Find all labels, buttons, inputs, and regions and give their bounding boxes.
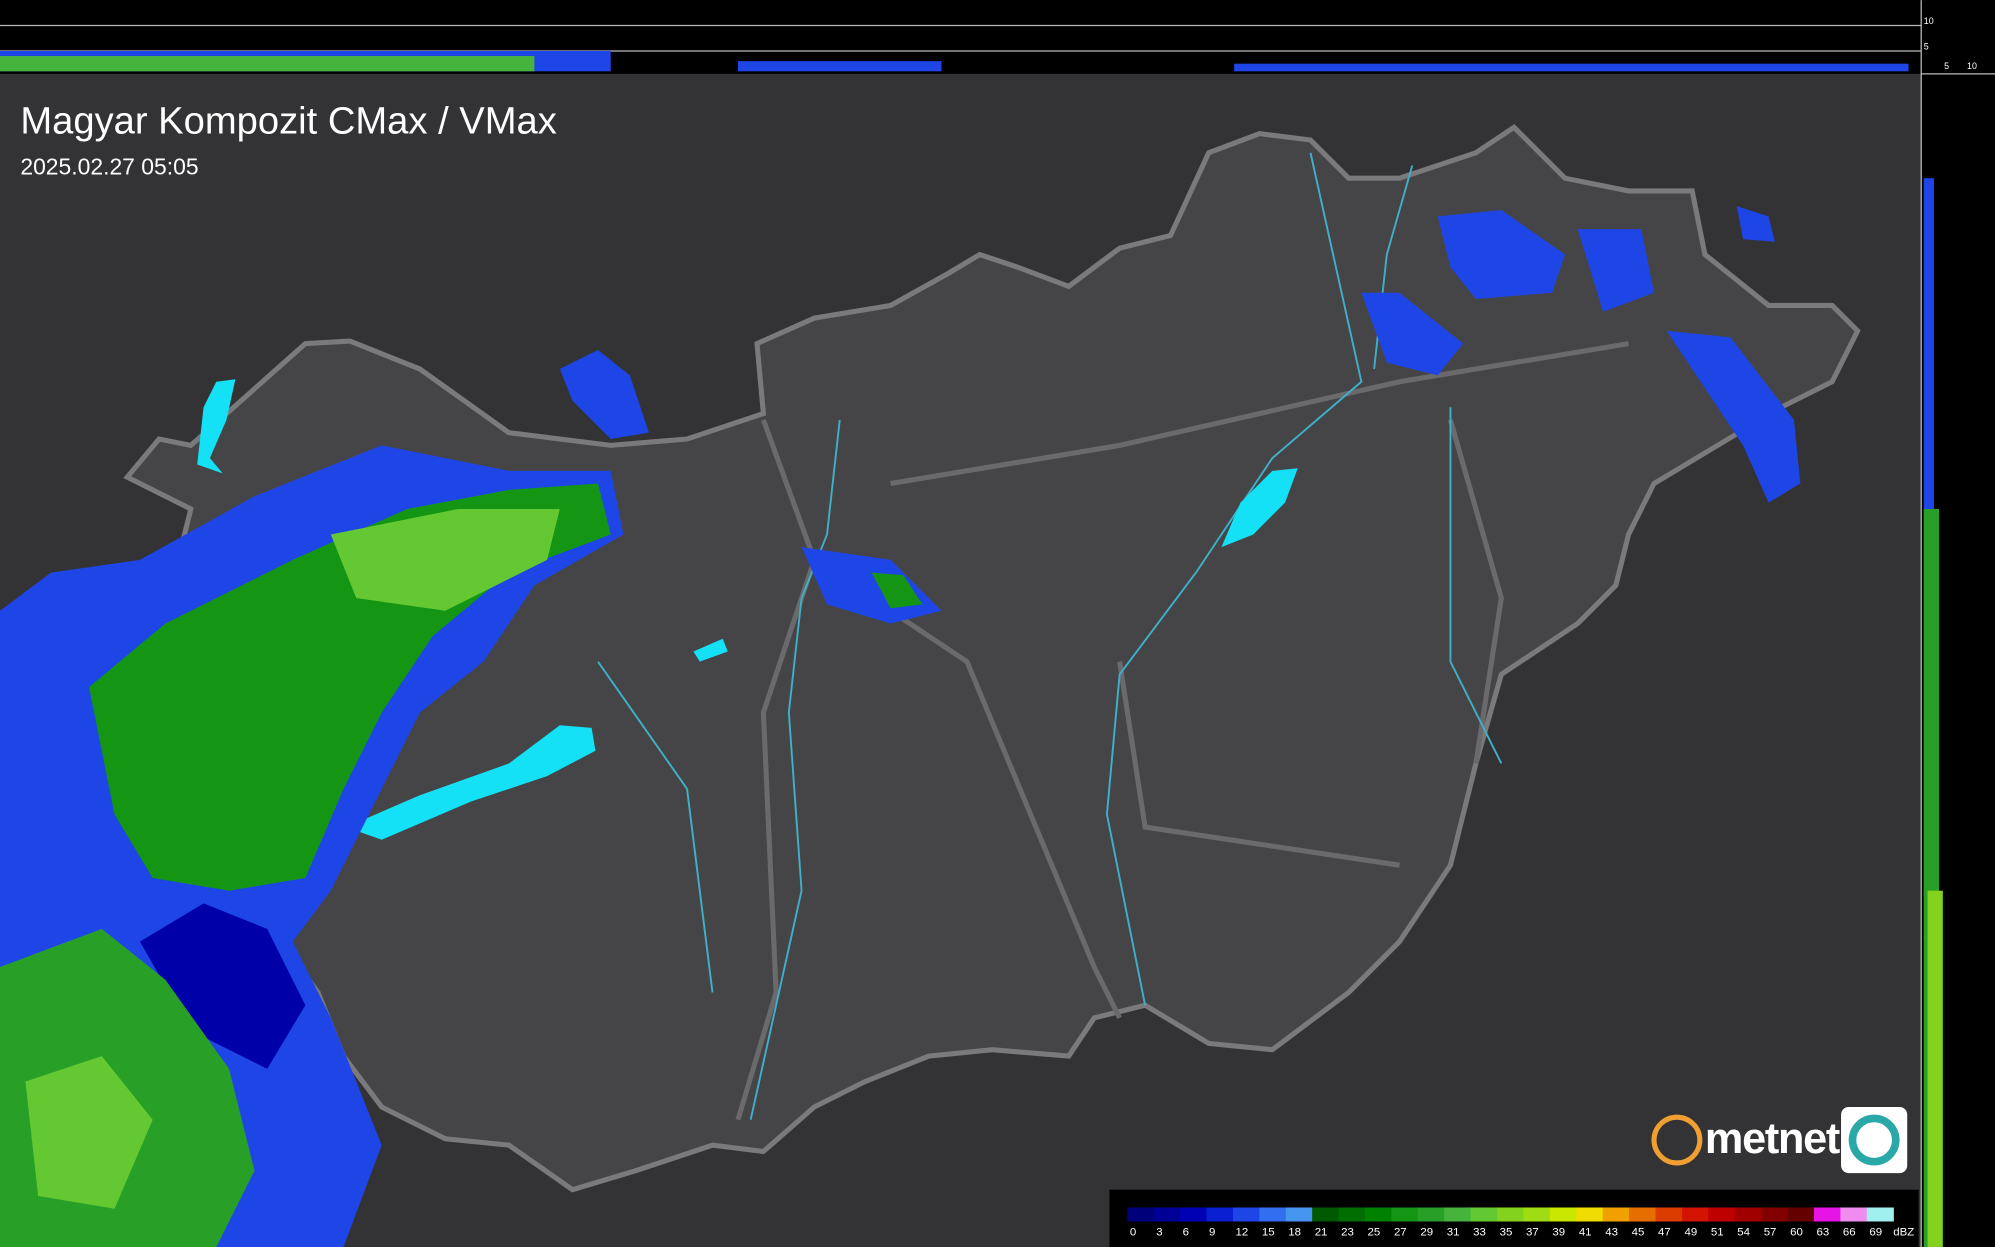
legend-label: 37	[1526, 1226, 1539, 1238]
legend-label: 27	[1394, 1226, 1407, 1238]
legend-swatch	[1153, 1207, 1181, 1222]
profile-tick: 5	[1944, 61, 1949, 71]
legend-label: 54	[1737, 1226, 1750, 1238]
legend-swatch	[1285, 1207, 1313, 1222]
legend-label: 57	[1764, 1226, 1777, 1238]
legend-swatch	[1655, 1207, 1683, 1222]
legend-swatch	[1312, 1207, 1340, 1222]
legend-swatch	[1497, 1207, 1525, 1222]
logo-text: metnet	[1705, 1115, 1840, 1163]
legend-swatch	[1866, 1207, 1894, 1222]
legend-unit: dBZ	[1893, 1226, 1914, 1238]
profile-tick: 10	[1967, 61, 1977, 71]
legend-swatch	[1523, 1207, 1551, 1222]
legend-swatch	[1681, 1207, 1709, 1222]
legend-label: 6	[1183, 1226, 1189, 1238]
legend-label: 63	[1817, 1226, 1830, 1238]
legend-swatch	[1602, 1207, 1630, 1222]
timestamp: 2025.02.27 05:05	[20, 153, 198, 179]
legend-swatch	[1259, 1207, 1287, 1222]
legend-label: 23	[1341, 1226, 1354, 1238]
map-title: Magyar Kompozit CMax / VMax	[20, 100, 556, 143]
legend-label: 45	[1632, 1226, 1645, 1238]
legend-swatch	[1576, 1207, 1604, 1222]
legend-swatch	[1787, 1207, 1815, 1222]
legend-swatch	[1708, 1207, 1736, 1222]
legend-swatch	[1232, 1207, 1260, 1222]
legend-swatch	[1338, 1207, 1366, 1222]
side-profile-echo	[1923, 178, 1943, 1247]
legend-swatch	[1127, 1207, 1155, 1222]
legend-label: 69	[1869, 1226, 1882, 1238]
logo: metnet	[1651, 1106, 1908, 1174]
legend-swatch	[1813, 1207, 1842, 1222]
legend-label: 21	[1315, 1226, 1328, 1238]
legend-label: 39	[1552, 1226, 1565, 1238]
legend-swatch	[1364, 1207, 1393, 1222]
legend-label: 18	[1288, 1226, 1301, 1238]
legend-swatch	[1417, 1207, 1445, 1222]
legend-label: 15	[1262, 1226, 1275, 1238]
legend-label: 9	[1209, 1226, 1215, 1238]
legend-label: 47	[1658, 1226, 1671, 1238]
profile-tick: 5	[1924, 42, 1929, 52]
legend-swatch	[1444, 1207, 1472, 1222]
legend-label: 0	[1130, 1226, 1136, 1238]
legend-label: 31	[1447, 1226, 1460, 1238]
country-area	[111, 124, 1861, 1193]
lakes	[197, 379, 1298, 840]
top-profile-echo	[0, 50, 1909, 72]
legend-swatch	[1629, 1207, 1657, 1222]
legend-swatch	[1734, 1207, 1762, 1222]
legend-swatch	[1391, 1207, 1419, 1222]
legend-swatch	[1761, 1207, 1789, 1222]
legend-label: 12	[1235, 1226, 1248, 1238]
legend-label: 60	[1790, 1226, 1803, 1238]
legend-label: 66	[1843, 1226, 1856, 1238]
legend-label: 29	[1420, 1226, 1433, 1238]
legend-swatch	[1206, 1207, 1234, 1222]
legend: 0 3 6 9 12 15 18 21 23 25 27 29 31 33 35 37 39 41 43 45 47 49…	[1127, 1207, 1914, 1238]
legend-swatch	[1470, 1207, 1498, 1222]
legend-label: 3	[1156, 1226, 1162, 1238]
legend-label: 49	[1684, 1226, 1697, 1238]
legend-label: 25	[1368, 1226, 1381, 1238]
legend-label: 35	[1500, 1226, 1513, 1238]
legend-swatch	[1840, 1207, 1868, 1222]
legend-label: 51	[1711, 1226, 1724, 1238]
profile-tick: 10	[1924, 16, 1934, 26]
legend-swatch	[1549, 1207, 1577, 1222]
precipitation	[0, 206, 1801, 1247]
legend-swatch	[1180, 1207, 1208, 1222]
legend-label: 41	[1579, 1226, 1592, 1238]
legend-label: 43	[1605, 1226, 1618, 1238]
legend-label: 33	[1473, 1226, 1486, 1238]
